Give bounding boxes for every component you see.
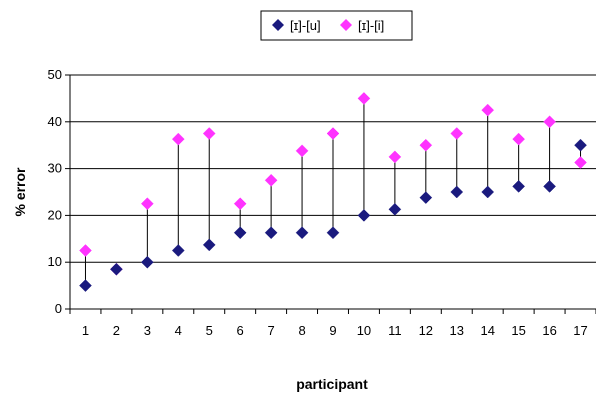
data-point-series-2 [357, 92, 371, 105]
data-point-series-1 [388, 202, 402, 216]
x-tick-label: 6 [237, 323, 244, 338]
legend-marker-series-2 [340, 19, 352, 31]
data-point-series-2 [481, 103, 495, 117]
y-tick-label: 20 [48, 207, 62, 222]
data-point-series-1 [326, 226, 340, 240]
x-tick-label: 5 [206, 323, 213, 338]
data-point-series-1 [202, 238, 216, 252]
data-point-series-2 [574, 156, 587, 169]
data-point-series-1 [512, 180, 526, 193]
x-tick-label: 10 [357, 323, 371, 338]
data-point-series-2 [140, 197, 154, 211]
data-point-series-1 [140, 255, 154, 269]
data-point-series-2 [512, 132, 526, 146]
legend-box [260, 10, 413, 41]
legend-entry-series-2: [ɪ]-[i] [340, 18, 384, 33]
y-tick-label: 50 [48, 67, 62, 82]
x-tick-label: 17 [573, 323, 587, 338]
x-tick-label: 7 [268, 323, 275, 338]
data-point-series-2 [233, 197, 247, 211]
data-point-series-1 [233, 226, 247, 240]
x-tick-label: 13 [450, 323, 464, 338]
x-tick-label: 11 [388, 323, 402, 338]
data-point-series-1 [450, 185, 464, 199]
data-point-series-1 [264, 226, 278, 240]
data-point-series-2 [326, 127, 340, 140]
data-point-series-1 [357, 209, 371, 222]
data-point-series-2 [295, 144, 309, 158]
y-tick-label: 30 [48, 161, 62, 176]
legend-marker-series-1 [272, 19, 284, 31]
data-point-series-1 [79, 279, 92, 292]
data-point-series-2 [202, 127, 216, 140]
data-point-series-2 [450, 127, 464, 140]
y-tick-labels: 0 10 20 30 40 50 [48, 67, 62, 316]
x-tick-label: 12 [419, 323, 433, 338]
data-point-series-1 [295, 226, 309, 240]
x-tick-label: 16 [542, 323, 556, 338]
legend-entry-series-1: [ɪ]-[u] [272, 18, 321, 33]
data-point-series-2 [419, 138, 433, 152]
data-point-series-1 [543, 180, 556, 193]
data-points [79, 92, 587, 292]
data-point-series-2 [171, 132, 185, 146]
x-tick-label: 1 [82, 323, 89, 338]
legend: [ɪ]-[u] [ɪ]-[i] [260, 10, 413, 41]
x-tick-label: 2 [113, 323, 120, 338]
data-point-series-1 [419, 191, 433, 204]
data-point-series-2 [79, 244, 92, 257]
y-tick-label: 0 [55, 301, 62, 316]
data-point-series-1 [171, 244, 185, 257]
data-point-series-2 [388, 150, 402, 164]
axes [65, 74, 596, 314]
x-axis-title: participant [296, 376, 368, 392]
x-tick-label: 9 [329, 323, 336, 338]
legend-label-series-1: [ɪ]-[u] [290, 18, 321, 33]
legend-label-series-2: [ɪ]-[i] [358, 18, 384, 33]
x-tick-label: 15 [511, 323, 525, 338]
x-tick-labels: 1 2 3 4 5 6 7 8 9 10 11 12 13 14 15 16 17 [82, 323, 588, 338]
x-tick-label: 3 [144, 323, 151, 338]
x-tick-label: 14 [480, 323, 494, 338]
y-tick-label: 10 [48, 254, 62, 269]
y-axis-title: % error [12, 167, 28, 217]
data-point-series-1 [481, 185, 495, 199]
x-tick-label: 4 [175, 323, 182, 338]
data-point-series-1 [110, 262, 123, 276]
data-point-series-1 [574, 138, 587, 152]
data-point-series-2 [264, 173, 278, 187]
data-point-series-2 [543, 115, 556, 129]
y-tick-label: 40 [48, 114, 62, 129]
drop-lines [84, 98, 582, 286]
x-tick-label: 8 [298, 323, 305, 338]
